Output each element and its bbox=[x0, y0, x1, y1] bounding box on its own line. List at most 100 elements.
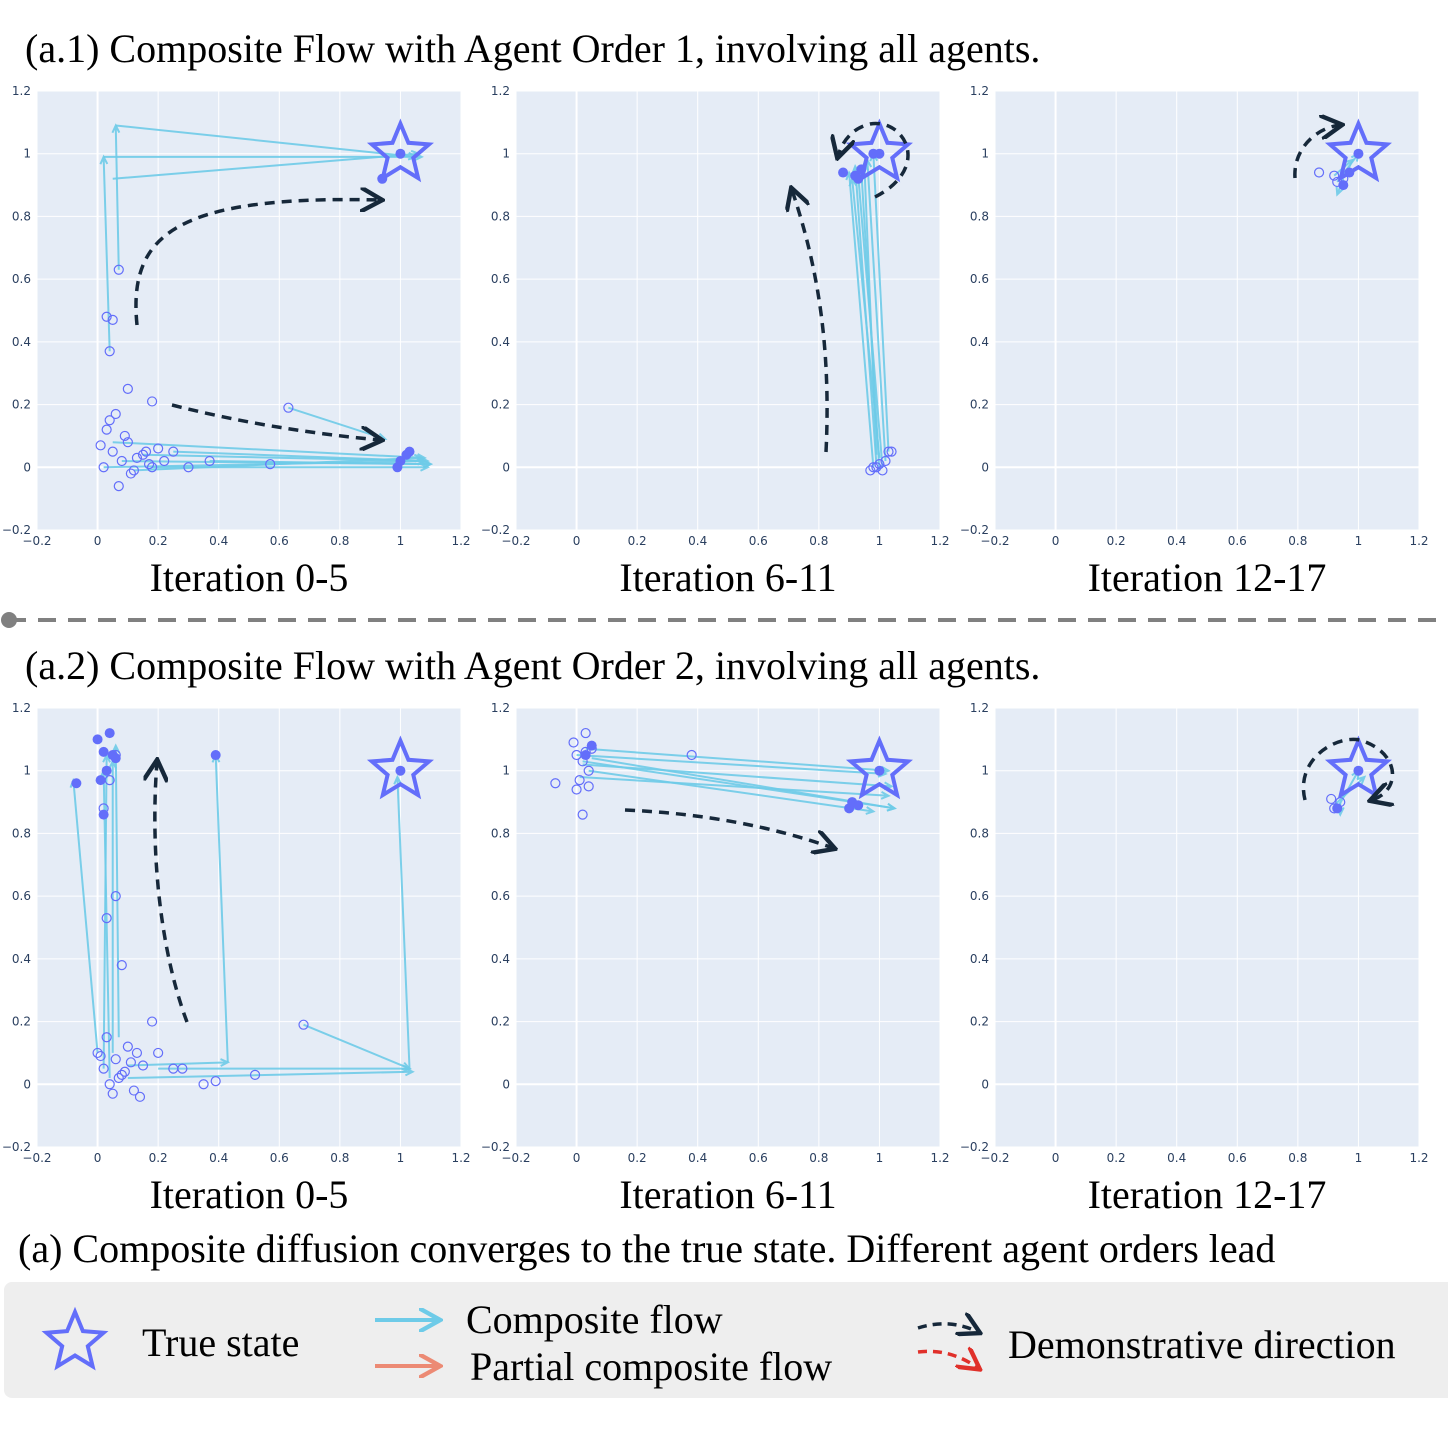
x-axis-title: Iteration 0-5 bbox=[150, 555, 349, 600]
open-point bbox=[131, 1047, 143, 1059]
open-point bbox=[886, 446, 897, 457]
y-tick-label: 0 bbox=[981, 1077, 989, 1091]
open-point bbox=[125, 1057, 136, 1068]
open-point bbox=[140, 446, 152, 457]
y-tick-label: 0.4 bbox=[970, 335, 989, 349]
open-point bbox=[113, 481, 124, 492]
y-tick-label: 0 bbox=[23, 1077, 31, 1091]
x-tick-label: 0.4 bbox=[688, 1151, 707, 1165]
open-point bbox=[143, 459, 155, 470]
x-tick-label: 0.4 bbox=[688, 534, 707, 548]
section-title: (a.2) Composite Flow with Agent Order 2,… bbox=[25, 643, 1040, 688]
demo-arrow bbox=[155, 762, 189, 1023]
x-tick-label: 0 bbox=[573, 1151, 581, 1165]
true-state-star bbox=[1324, 735, 1392, 800]
y-tick-label: −0.2 bbox=[2, 1140, 31, 1154]
x-tick-label: 0.4 bbox=[209, 534, 228, 548]
flow-arrow bbox=[393, 774, 411, 1069]
flow-arrow bbox=[127, 1058, 231, 1067]
y-tick-label: −0.2 bbox=[2, 523, 31, 537]
open-point bbox=[104, 1079, 115, 1090]
open-point bbox=[868, 462, 879, 473]
open-point bbox=[265, 459, 276, 470]
open-point bbox=[568, 737, 579, 748]
filled-point bbox=[98, 746, 109, 757]
filled-point bbox=[395, 148, 406, 159]
x-tick-label: −0.2 bbox=[501, 534, 530, 548]
open-point bbox=[113, 264, 124, 275]
filled-point bbox=[1353, 148, 1364, 159]
open-point bbox=[113, 1072, 124, 1084]
y-tick-label: 0.8 bbox=[970, 826, 989, 840]
x-axis-title: Iteration 0-5 bbox=[150, 1172, 349, 1217]
y-tick-label: 1 bbox=[23, 764, 31, 778]
x-tick-label: −0.2 bbox=[980, 1151, 1009, 1165]
x-tick-label: 0.8 bbox=[809, 534, 828, 548]
open-point bbox=[101, 1032, 112, 1043]
open-point bbox=[122, 1041, 133, 1052]
section-title: (a.1) Composite Flow with Agent Order 1,… bbox=[25, 26, 1040, 71]
x-tick-label: −0.2 bbox=[22, 534, 51, 548]
true-state-star bbox=[845, 118, 913, 183]
open-point bbox=[131, 452, 143, 463]
open-point bbox=[122, 383, 133, 394]
open-point bbox=[204, 455, 215, 467]
panel: −0.2 0 0.2 0.4 0.6 0.8 1 1.2 −0.2 0 0.2 0.4 0.6 0.8 1 1… bbox=[960, 701, 1429, 1217]
y-tick-label: 0.2 bbox=[491, 398, 510, 412]
filled-point bbox=[853, 800, 864, 811]
open-point bbox=[874, 459, 885, 470]
x-tick-label: 0.2 bbox=[628, 1151, 647, 1165]
y-tick-label: 0.8 bbox=[12, 209, 31, 223]
x-tick-label: 0.8 bbox=[1288, 1151, 1307, 1165]
x-tick-label: 0.6 bbox=[749, 534, 768, 548]
open-point bbox=[583, 765, 594, 776]
open-point bbox=[146, 1016, 158, 1027]
flow-arrow bbox=[111, 123, 121, 270]
panel: −0.2 0 0.2 0.4 0.6 0.8 1 1.2 −0.2 0 0.2 0.4 0.6 0.8 1 1… bbox=[960, 84, 1429, 600]
open-point bbox=[871, 462, 882, 473]
x-tick-label: 0.2 bbox=[1107, 1151, 1126, 1165]
filled-point bbox=[1353, 765, 1364, 776]
open-point bbox=[110, 408, 121, 420]
x-tick-label: 1 bbox=[397, 1151, 405, 1165]
y-tick-label: 0 bbox=[502, 460, 510, 474]
demo-arrow bbox=[134, 200, 380, 326]
x-tick-label: 1 bbox=[876, 1151, 884, 1165]
x-tick-label: 1.2 bbox=[451, 1151, 470, 1165]
legend-label: Demonstrative direction bbox=[1008, 1322, 1396, 1367]
filled-point bbox=[395, 456, 406, 467]
y-tick-label: 0.2 bbox=[12, 398, 31, 412]
open-point bbox=[146, 396, 158, 407]
filled-point bbox=[874, 765, 885, 776]
separator-dot bbox=[1, 612, 17, 628]
panel: −0.2 0 0.2 0.4 0.6 0.8 1 1.2 −0.2 0 0.2 0.4 0.6 0.8 1 1… bbox=[481, 84, 950, 600]
legend-label: True state bbox=[142, 1320, 299, 1365]
open-point bbox=[1313, 167, 1325, 178]
x-tick-label: 1 bbox=[876, 534, 884, 548]
y-tick-label: 0.6 bbox=[970, 272, 989, 286]
flow-arrow bbox=[142, 453, 430, 466]
filled-point bbox=[101, 765, 112, 776]
y-tick-label: 1.2 bbox=[491, 84, 510, 98]
y-tick-label: 1 bbox=[502, 147, 510, 161]
open-point bbox=[877, 465, 888, 476]
filled-point bbox=[104, 728, 115, 739]
x-tick-label: 1.2 bbox=[930, 534, 949, 548]
x-tick-label: 0.6 bbox=[270, 534, 289, 548]
demo-arrow bbox=[171, 403, 380, 440]
open-point bbox=[101, 912, 112, 924]
open-point bbox=[107, 314, 118, 326]
legend-box bbox=[4, 1282, 1448, 1398]
open-point bbox=[880, 455, 891, 467]
open-point bbox=[107, 446, 118, 457]
open-point bbox=[116, 960, 127, 971]
panel: −0.2 0 0.2 0.4 0.6 0.8 1 1.2 −0.2 0 0.2 0.4 0.6 0.8 1 1… bbox=[2, 701, 471, 1217]
open-point bbox=[110, 1054, 121, 1065]
panel: −0.2 0 0.2 0.4 0.6 0.8 1 1.2 −0.2 0 0.2 0.4 0.6 0.8 1 1… bbox=[2, 84, 471, 600]
filled-point bbox=[838, 167, 849, 178]
plot-area bbox=[995, 708, 1419, 1147]
true-state-star bbox=[845, 735, 913, 800]
filled-point bbox=[210, 750, 221, 761]
y-tick-label: 0.8 bbox=[491, 209, 510, 223]
